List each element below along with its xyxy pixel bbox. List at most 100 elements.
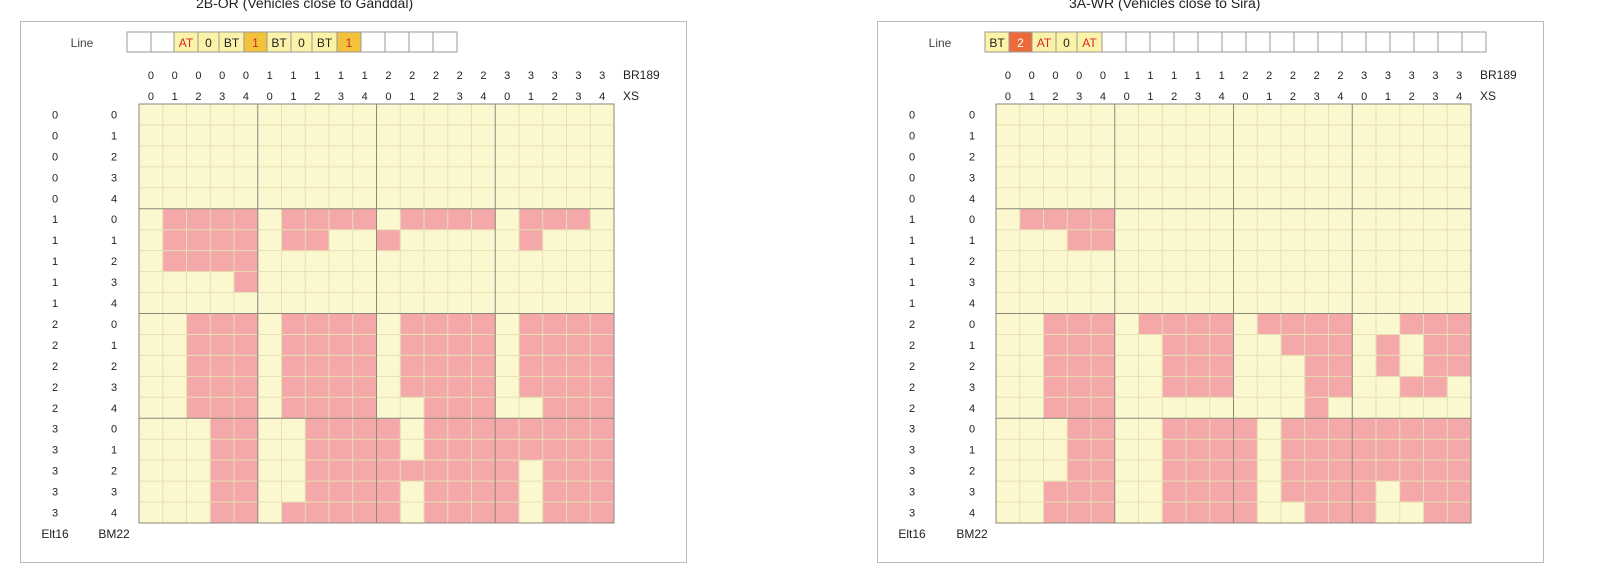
heatmap-cell (1043, 355, 1068, 377)
col-top-tick: 0 (1076, 70, 1082, 82)
heatmap-cell (352, 418, 377, 440)
line-cell (1221, 31, 1247, 53)
heatmap-cell (1067, 229, 1092, 252)
heatmap-cell (210, 334, 235, 356)
row-right-tick: 2 (111, 361, 117, 373)
heatmap-cell (566, 355, 591, 377)
heatmap-cell (1043, 397, 1068, 419)
heatmap-cell (352, 397, 377, 419)
row-left-tick: 1 (52, 277, 58, 289)
heatmap-panel-3a-wr: Line BT 2 AT 0 AT 0 0 0 1 0 2 0 3 0 4 1 0 1 1 1 2 1 3 1 4 2 0 2 1 2 2 2 3… (898, 31, 1517, 541)
row-right-tick: 4 (111, 508, 117, 520)
heatmap-cell (1091, 376, 1116, 398)
row-left-tick: 3 (909, 487, 915, 499)
heatmap-cell (447, 439, 472, 461)
heatmap-cell (234, 250, 259, 272)
heatmap-cell (1376, 460, 1401, 482)
heatmap-cell (1138, 313, 1163, 335)
row-right-tick: 2 (111, 151, 117, 163)
col-bottom-tick: 2 (1290, 91, 1296, 103)
heatmap-cell (1423, 439, 1448, 461)
col-top-tick: 0 (172, 70, 178, 82)
heatmap-cell (281, 355, 306, 377)
heatmap-cell (1186, 313, 1211, 335)
heatmap-cell (590, 313, 615, 335)
col-top-tick: 3 (599, 70, 605, 82)
heatmap-cell (210, 208, 235, 231)
heatmap-cell (1067, 208, 1092, 231)
line-cell (1437, 31, 1463, 53)
heatmap-cell (1328, 460, 1353, 482)
heatmap-cell (352, 334, 377, 356)
heatmap-cell (495, 418, 520, 440)
heatmap-cell (495, 502, 520, 524)
heatmap-cell (1352, 481, 1377, 503)
row-right-tick: 2 (969, 256, 975, 268)
col-bottom-tick: 1 (528, 91, 534, 103)
heatmap-cell (305, 334, 330, 356)
row-left-tick: 2 (909, 361, 915, 373)
col-bottom-tick: 3 (1195, 91, 1201, 103)
row-right-tick: 0 (969, 424, 975, 436)
col-top-tick: 0 (1052, 70, 1058, 82)
heatmap-cell (186, 397, 211, 419)
heatmap-cell (1043, 334, 1068, 356)
line-cell-label: 2 (1017, 36, 1024, 50)
heatmap-cell (1376, 355, 1401, 377)
heatmap-cell (352, 460, 377, 482)
heatmap-cell (329, 460, 354, 482)
col-bottom-tick: 0 (1005, 91, 1011, 103)
line-cell (1413, 31, 1439, 53)
heatmap-cell (210, 439, 235, 461)
col-bottom-tick: 3 (1432, 91, 1438, 103)
heatmap-cell (566, 334, 591, 356)
heatmap-cell (1043, 502, 1068, 524)
heatmap-cell (1423, 376, 1448, 398)
heatmap-cell (447, 460, 472, 482)
heatmap-cell (424, 376, 449, 398)
heatmap-cell (1304, 439, 1329, 461)
heatmap-cell (1209, 355, 1234, 377)
heatmap-cell (1328, 376, 1353, 398)
heatmap-cell (542, 334, 567, 356)
heatmap-cell (1067, 334, 1092, 356)
heatmap-cell (329, 397, 354, 419)
heatmap-cell (234, 439, 259, 461)
col-top-tick: 2 (457, 70, 463, 82)
col-top-tick: 3 (552, 70, 558, 82)
col-bottom-tick: 4 (599, 91, 605, 103)
line-cell-label: AT (1082, 36, 1097, 50)
line-cell-label: BT (989, 36, 1005, 50)
heatmap-cell (566, 313, 591, 335)
heatmap-cell (447, 376, 472, 398)
heatmap-cell (234, 376, 259, 398)
row-right-tick: 3 (111, 382, 117, 394)
heatmap-cell (305, 502, 330, 524)
heatmap-cell (329, 208, 354, 231)
heatmap-cell (1067, 355, 1092, 377)
heatmap-cell (447, 355, 472, 377)
col-bottom-tick: 1 (1147, 91, 1153, 103)
heatmap-cell (1399, 418, 1424, 440)
heatmap-cell (542, 208, 567, 231)
line-cell-label: AT (1037, 36, 1052, 50)
col-top-tick: 1 (338, 70, 344, 82)
heatmap-cell (400, 334, 425, 356)
heatmap-cell (329, 355, 354, 377)
col-top-tick: 1 (314, 70, 320, 82)
line-cell-label: 1 (346, 36, 353, 50)
row-left-tick: 0 (52, 151, 58, 163)
heatmap-cell (210, 481, 235, 503)
col-top-tick: 0 (1100, 70, 1106, 82)
heatmap-cell (590, 355, 615, 377)
heatmap-cell (471, 397, 496, 419)
row-right-tick: 0 (111, 214, 117, 226)
heatmap-cell (1399, 313, 1424, 335)
col-top-tick: 1 (1195, 70, 1201, 82)
heatmap-cell (305, 460, 330, 482)
col-bottom-tick: 2 (1052, 91, 1058, 103)
heatmap-cell (1233, 502, 1258, 524)
heatmap-cell (566, 418, 591, 440)
heatmap-cell (1304, 334, 1329, 356)
row-left-tick: 2 (52, 361, 58, 373)
